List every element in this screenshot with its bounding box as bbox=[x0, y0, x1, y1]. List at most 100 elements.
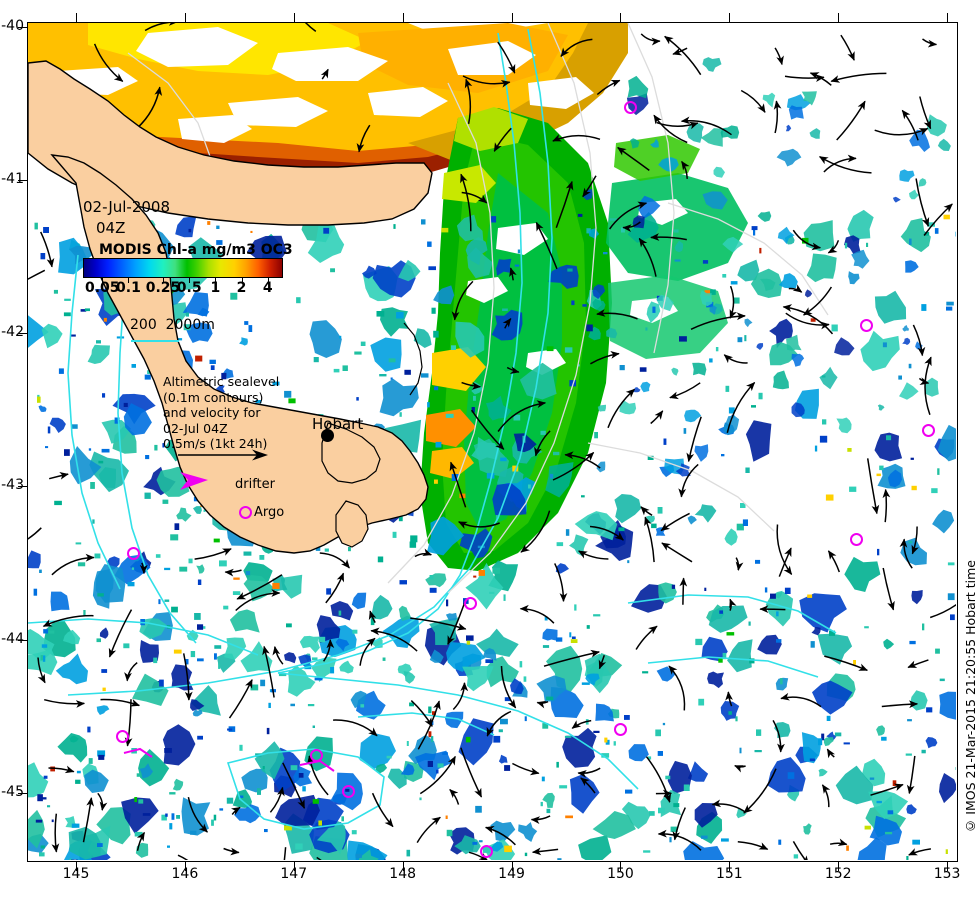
velocity-vector bbox=[48, 765, 75, 774]
chl-pixel bbox=[376, 311, 385, 317]
chl-pixel bbox=[514, 264, 520, 267]
chl-pixel-cluster bbox=[287, 665, 316, 697]
chl-pixel bbox=[876, 473, 881, 477]
velocity-vector bbox=[882, 488, 891, 523]
chl-pixel-cluster bbox=[709, 305, 717, 315]
argo-float-marker[interactable] bbox=[922, 424, 935, 437]
chl-pixel bbox=[188, 558, 193, 564]
velocity-vector bbox=[223, 847, 240, 856]
chl-pixel-cluster bbox=[874, 290, 907, 324]
chl-pixel-cluster bbox=[121, 797, 159, 834]
velocity-vector bbox=[622, 221, 641, 233]
chl-pixel bbox=[946, 301, 954, 306]
x-tick bbox=[402, 862, 404, 871]
chl-pixel bbox=[434, 479, 438, 484]
chl-pixel-cluster bbox=[597, 404, 606, 412]
chl-pixel-cluster bbox=[592, 811, 636, 839]
chl-pixel-cluster bbox=[446, 642, 486, 672]
argo-float-marker[interactable] bbox=[342, 785, 355, 798]
chl-pixel bbox=[333, 368, 340, 373]
argo-float-marker[interactable] bbox=[850, 533, 863, 546]
argo-float-marker[interactable] bbox=[464, 597, 477, 610]
chl-pixel bbox=[39, 569, 42, 573]
chl-pixel bbox=[211, 819, 214, 826]
chl-pixel bbox=[759, 247, 762, 254]
chl-pixel bbox=[466, 640, 471, 645]
map-plot-area[interactable] bbox=[27, 22, 958, 862]
velocity-vector bbox=[560, 38, 593, 57]
chl-pixel bbox=[756, 729, 762, 736]
chl-pixel bbox=[226, 797, 234, 804]
chl-pixel bbox=[524, 716, 527, 722]
chl-pixel bbox=[651, 523, 657, 529]
argo-float-marker[interactable] bbox=[480, 845, 493, 858]
chl-pixel bbox=[445, 413, 454, 418]
chl-pixel-cluster bbox=[519, 362, 557, 400]
velocity-vector bbox=[502, 318, 512, 329]
chl-pixel bbox=[719, 610, 723, 614]
velocity-vector bbox=[645, 756, 672, 803]
argo-float-marker[interactable] bbox=[127, 547, 140, 560]
chl-pixel bbox=[266, 727, 270, 735]
chl-pixel bbox=[219, 560, 227, 567]
chl-pixel-cluster bbox=[240, 641, 273, 673]
chl-pixel bbox=[577, 213, 583, 217]
chl-pixel bbox=[429, 575, 434, 580]
argo-float-marker[interactable] bbox=[624, 101, 637, 114]
chl-pixel bbox=[388, 358, 396, 363]
chl-pixel-cluster bbox=[701, 636, 728, 662]
chl-pixel bbox=[428, 706, 432, 714]
velocity-vector bbox=[640, 33, 661, 46]
chl-pixel bbox=[540, 430, 546, 435]
chl-pixel bbox=[564, 735, 572, 738]
chl-pixel-cluster bbox=[96, 705, 110, 715]
chl-pixel-cluster bbox=[628, 744, 649, 762]
chl-pixel bbox=[101, 448, 110, 453]
argo-float-marker[interactable] bbox=[310, 749, 323, 762]
velocity-vector bbox=[792, 229, 822, 251]
chl-pixel-cluster bbox=[87, 344, 110, 364]
velocity-vector bbox=[534, 430, 551, 457]
chl-pixel bbox=[142, 813, 151, 816]
chl-pixel bbox=[663, 438, 667, 445]
velocity-vector bbox=[535, 221, 558, 270]
chl-pixel bbox=[586, 228, 591, 234]
chl-pixel bbox=[63, 312, 71, 317]
chl-pixel bbox=[776, 639, 782, 643]
chl-pixel bbox=[64, 449, 70, 456]
chl-pixel-cluster bbox=[362, 265, 377, 279]
chl-pixel bbox=[154, 444, 158, 451]
velocity-vector bbox=[679, 577, 688, 605]
chl-pixel-cluster bbox=[902, 325, 909, 332]
chl-pixel bbox=[946, 306, 953, 311]
chl-pixel bbox=[434, 386, 439, 391]
chl-pixel bbox=[493, 735, 501, 743]
x-tick bbox=[947, 862, 949, 871]
chl-pixel bbox=[485, 659, 494, 663]
chl-pixel bbox=[214, 653, 217, 660]
velocity-vector bbox=[486, 710, 512, 737]
chl-pixel bbox=[177, 338, 183, 341]
chl-pixel bbox=[295, 843, 303, 850]
chl-pixel bbox=[674, 259, 681, 262]
chl-pixel bbox=[45, 446, 49, 449]
chl-pixel bbox=[593, 614, 601, 617]
chl-pixel bbox=[728, 711, 732, 715]
chl-pixel-cluster bbox=[745, 420, 772, 462]
chl-pixel-cluster bbox=[415, 750, 452, 781]
velocity-vector bbox=[821, 784, 831, 808]
chl-pixel bbox=[471, 407, 475, 413]
velocity-vector bbox=[711, 799, 746, 813]
chl-pixel-cluster bbox=[190, 699, 205, 711]
chl-pixel bbox=[886, 435, 892, 441]
argo-float-marker[interactable] bbox=[614, 723, 627, 736]
chl-pixel-cluster bbox=[284, 652, 297, 664]
argo-float-marker[interactable] bbox=[116, 730, 129, 743]
argo-float-marker[interactable] bbox=[860, 319, 873, 332]
chl-pixel-cluster bbox=[595, 703, 614, 722]
chl-pixel bbox=[136, 773, 141, 777]
x-tick-label: 145 bbox=[62, 866, 90, 882]
chl-pixel bbox=[922, 623, 925, 631]
chl-pixel bbox=[549, 473, 554, 479]
velocity-vector bbox=[882, 567, 895, 611]
